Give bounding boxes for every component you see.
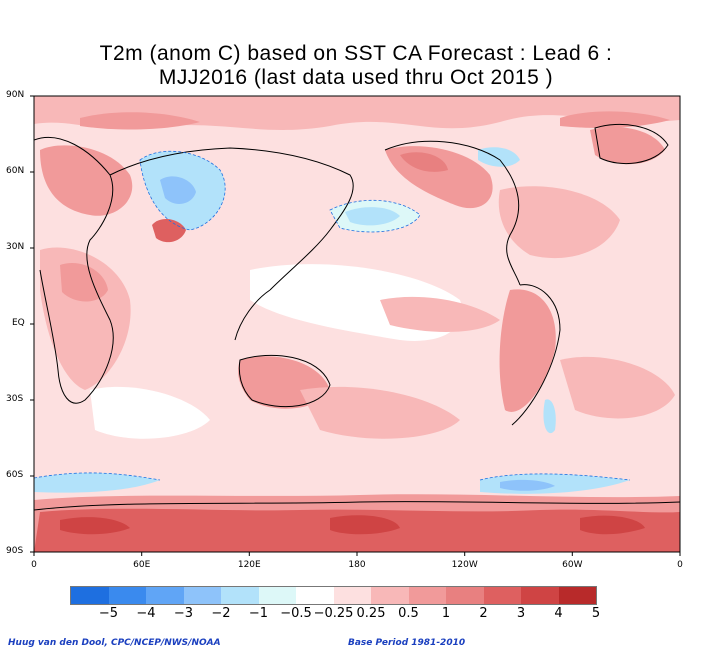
lon-label-60w: 60W: [562, 560, 583, 570]
legend-label: 4: [554, 606, 563, 621]
lat-label-30n: 30N: [6, 242, 25, 252]
legend-label: 5: [591, 606, 601, 621]
east-pacific-warm-tongue: [380, 296, 500, 332]
legend-swatch: [146, 587, 184, 604]
lat-label-60s: 60S: [6, 470, 24, 480]
legend-swatch: [371, 587, 409, 604]
sahara-warm-region: [60, 262, 108, 302]
lon-label-0-left: 0: [31, 560, 37, 570]
lat-label-eq: EQ: [12, 318, 25, 328]
greenland-warm-region: [590, 126, 665, 165]
lon-label-120e: 120E: [237, 560, 261, 570]
legend-swatch: [108, 587, 146, 604]
lat-label-90s: 90S: [6, 546, 24, 556]
legend-swatch: [333, 587, 371, 604]
legend-label: −5: [98, 606, 119, 621]
legend-label: −1: [248, 606, 269, 621]
coastlines: [34, 123, 680, 511]
north-pacific-cold-core: [345, 207, 400, 226]
south-america-warm-region: [499, 289, 556, 412]
canada-cold-region: [478, 147, 520, 167]
legend-swatch: [296, 587, 334, 604]
lat-label-90n: 90N: [6, 90, 25, 100]
legend-label: 3: [516, 606, 526, 621]
legend-swatch: [483, 587, 521, 604]
legend-label: 0.5: [398, 606, 419, 621]
legend-swatch: [408, 587, 446, 604]
legend-swatch: [221, 587, 259, 604]
axis-ticks: [30, 95, 681, 556]
lon-label-60e: 60E: [133, 560, 151, 570]
legend-swatch: [521, 587, 559, 604]
map-title-line2: MJJ2016 (last data used thru Oct 2015 ): [158, 66, 554, 89]
lon-label-0-right: 0: [677, 560, 683, 570]
lon-label-180: 180: [348, 560, 366, 570]
lat-label-60n: 60N: [6, 166, 25, 176]
negative-contours: [34, 150, 631, 481]
indian-ocean-neutral: [90, 386, 210, 439]
south-pacific-warm-region: [300, 386, 460, 439]
legend-swatch: [558, 587, 596, 604]
author-credit: Huug van den Dool, CPC/NCEP/NWS/NOAA: [8, 638, 221, 648]
legend-label: −2: [211, 606, 231, 621]
legend-label: −4: [136, 606, 156, 621]
color-legend-bar: [70, 586, 597, 605]
lat-label-30s: 30S: [6, 394, 24, 404]
legend-swatch: [71, 587, 109, 604]
patagonia-cold-region: [543, 399, 556, 434]
legend-label: −3: [173, 606, 194, 621]
siberia-colder-region: [160, 176, 196, 204]
legend-label: 2: [479, 606, 488, 621]
legend-label: −0.25: [313, 606, 354, 621]
base-period-note: Base Period 1981-2010: [348, 638, 466, 648]
europe-warm-region: [40, 145, 133, 216]
tibet-hot-spot: [152, 218, 186, 243]
legend-label: 0.25: [356, 606, 386, 621]
south-atlantic-warm-region: [560, 356, 675, 419]
alaska-hot-spot: [400, 152, 448, 172]
legend-label: −0.5: [280, 606, 312, 621]
southern-ocean-cold-strip: [34, 472, 630, 494]
lon-label-120w: 120W: [451, 560, 478, 570]
legend-label: 1: [441, 606, 451, 621]
map-title-line1: T2m (anom C) based on SST CA Forecast : …: [99, 42, 613, 65]
antarctic-hot-spots: [60, 515, 645, 535]
legend-swatch: [183, 587, 221, 604]
legend-swatch: [446, 587, 484, 604]
legend-swatch: [258, 587, 296, 604]
eastern-us-warm-region: [498, 186, 620, 259]
southern-ocean-cold-core: [500, 479, 555, 491]
